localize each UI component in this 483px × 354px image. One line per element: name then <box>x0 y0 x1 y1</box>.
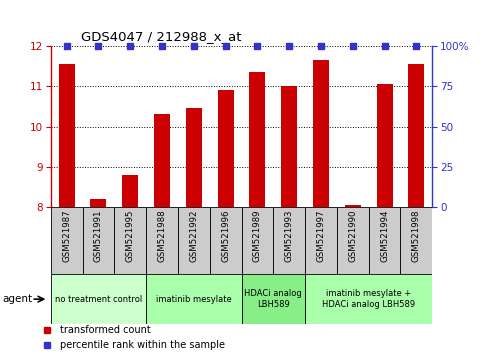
Bar <box>345 205 361 207</box>
Bar <box>51 207 83 274</box>
Bar <box>242 274 305 324</box>
Text: GSM521992: GSM521992 <box>189 209 199 262</box>
Bar <box>281 86 297 207</box>
Bar <box>273 207 305 274</box>
Point <box>222 43 229 49</box>
Bar <box>146 274 242 324</box>
Bar <box>186 108 202 207</box>
Text: agent: agent <box>2 294 32 304</box>
Text: imatinib mesylate: imatinib mesylate <box>156 295 232 304</box>
Text: HDACi analog
LBH589: HDACi analog LBH589 <box>244 290 302 309</box>
Bar <box>313 60 329 207</box>
Bar <box>337 207 369 274</box>
Point <box>412 43 420 49</box>
Bar <box>210 207 242 274</box>
Bar <box>218 90 234 207</box>
Text: GSM521997: GSM521997 <box>316 209 326 262</box>
Bar <box>305 207 337 274</box>
Bar <box>400 207 432 274</box>
Bar <box>377 84 393 207</box>
Bar <box>83 207 114 274</box>
Text: imatinib mesylate +
HDACi analog LBH589: imatinib mesylate + HDACi analog LBH589 <box>322 290 415 309</box>
Point <box>158 43 166 49</box>
Text: no treatment control: no treatment control <box>55 295 142 304</box>
Text: GSM521990: GSM521990 <box>348 209 357 262</box>
Bar <box>122 175 138 207</box>
Text: GSM521993: GSM521993 <box>284 209 294 262</box>
Text: GDS4047 / 212988_x_at: GDS4047 / 212988_x_at <box>81 30 242 44</box>
Point <box>317 43 325 49</box>
Point <box>95 43 102 49</box>
Text: GSM521988: GSM521988 <box>157 209 167 262</box>
Bar <box>58 64 74 207</box>
Point <box>381 43 388 49</box>
Bar <box>154 114 170 207</box>
Point <box>285 43 293 49</box>
Point <box>63 43 71 49</box>
Bar <box>305 274 432 324</box>
Text: GSM521991: GSM521991 <box>94 209 103 262</box>
Bar <box>146 207 178 274</box>
Bar <box>178 207 210 274</box>
Bar <box>369 207 400 274</box>
Text: GSM521987: GSM521987 <box>62 209 71 262</box>
Bar <box>114 207 146 274</box>
Text: percentile rank within the sample: percentile rank within the sample <box>60 340 225 350</box>
Text: GSM521998: GSM521998 <box>412 209 421 262</box>
Bar <box>249 72 265 207</box>
Point <box>349 43 356 49</box>
Text: GSM521996: GSM521996 <box>221 209 230 262</box>
Bar <box>409 64 425 207</box>
Text: GSM521995: GSM521995 <box>126 209 135 262</box>
Point <box>190 43 198 49</box>
Point <box>254 43 261 49</box>
Text: GSM521994: GSM521994 <box>380 209 389 262</box>
Bar <box>242 207 273 274</box>
Bar <box>90 199 106 207</box>
Text: transformed count: transformed count <box>60 325 151 335</box>
Bar <box>51 274 146 324</box>
Point <box>127 43 134 49</box>
Text: GSM521989: GSM521989 <box>253 209 262 262</box>
